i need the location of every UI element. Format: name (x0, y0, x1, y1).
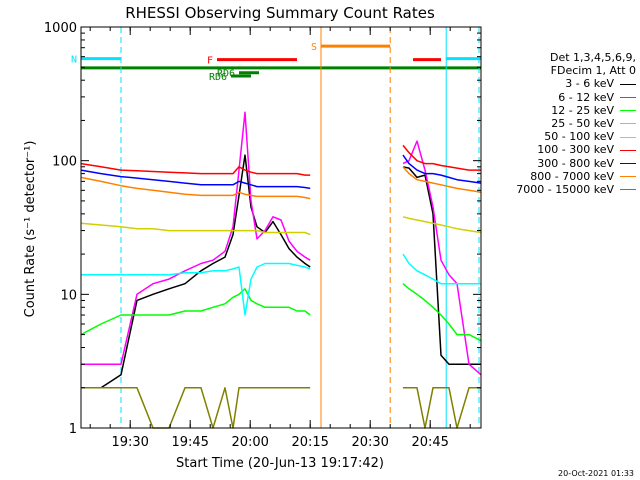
legend-swatch (620, 97, 636, 99)
x-tick-label: 20:30 (351, 435, 388, 450)
series-line (80, 216, 482, 236)
legend-swatch (620, 163, 636, 164)
legend-header-line: FDecim 1, Att 0 (550, 64, 636, 78)
legend-entry: 3 - 6 keV (468, 77, 636, 90)
legend-entry: 6 - 12 keV (468, 91, 636, 104)
series-line (81, 253, 481, 316)
x-tick-label: 20:15 (291, 435, 328, 450)
series-layer (80, 111, 482, 429)
flag-label: F (207, 56, 213, 67)
y-tick-label: 1 (69, 422, 77, 437)
legend-entry-label: 50 - 100 keV (544, 130, 614, 144)
chart-title: RHESSI Observing Summary Count Rates (125, 4, 435, 22)
legend-swatch (620, 176, 636, 178)
x-tick-label: 20:00 (231, 435, 268, 450)
markers-layer (120, 27, 480, 428)
plot-frame (80, 26, 482, 429)
legend-swatch (620, 149, 636, 151)
series-line (80, 283, 482, 342)
legend-entry-label: 300 - 800 keV (537, 156, 614, 170)
series-line (80, 166, 482, 200)
legend-swatch (620, 123, 636, 125)
legend-entry-label: 6 - 12 keV (558, 90, 614, 104)
legend-header-line: Det 1,3,4,5,6,9, (549, 51, 636, 64)
legend-swatch (620, 110, 636, 112)
legend-entry: 7000 - 15000 keV (468, 183, 636, 196)
legend-entry: 50 - 100 keV (468, 130, 636, 143)
legend-entry: 800 - 7000 keV (468, 170, 636, 183)
x-tick-label: 20:45 (411, 435, 448, 450)
axes-layer: 19:30 19:45 20:00 20:15 20:30 20:45 1 10 100 1000 (44, 21, 481, 450)
y-tick-label: 100 (52, 155, 77, 170)
x-axis-label: Start Time (20-Jun-13 19:17:42) (176, 456, 384, 471)
legend-entry: 25 - 50 keV (468, 117, 636, 130)
series-line (80, 154, 482, 190)
flag-label: S (311, 42, 317, 53)
series-line (81, 111, 482, 376)
x-tick-label: 19:45 (171, 435, 208, 450)
flag-label: RD6 (209, 72, 227, 83)
legend-entry: 300 - 800 keV (468, 157, 636, 170)
legend-entry-label: 12 - 25 keV (551, 103, 614, 117)
legend-entry-label: 800 - 7000 keV (530, 169, 614, 183)
legend-entry: 12 - 25 keV (468, 104, 636, 117)
legend-items: 3 - 6 keV 6 - 12 keV 12 - 25 keV 25 - 50 ke… (468, 77, 636, 196)
legend: Det 1,3,4,5,6,9, FDecim 1, Att 0 3 - 6 k… (468, 51, 636, 196)
y-tick-label: 1000 (44, 21, 77, 36)
legend-swatch (620, 189, 636, 191)
y-axis-label: Count Rate (s⁻¹ detector⁻¹) (23, 141, 38, 318)
flag-label: RD6 (217, 69, 235, 80)
legend-swatch (620, 83, 636, 85)
y-tick-label: 10 (60, 288, 77, 303)
x-tick-label: 19:30 (111, 435, 148, 450)
flag-label: N (71, 55, 77, 66)
legend-entry-label: 3 - 6 keV (565, 77, 614, 91)
legend-entry: 100 - 300 keV (468, 143, 636, 156)
series-line (80, 144, 481, 176)
legend-entry-label: 100 - 300 keV (537, 143, 614, 157)
legend-entry-label: 25 - 50 keV (551, 116, 614, 130)
generated-timestamp: 20-Oct-2021 01:33 (558, 469, 634, 478)
legend-swatch (620, 136, 636, 138)
series-line (81, 387, 481, 429)
legend-entry-label: 7000 - 15000 keV (516, 182, 614, 196)
series-line (81, 154, 481, 389)
